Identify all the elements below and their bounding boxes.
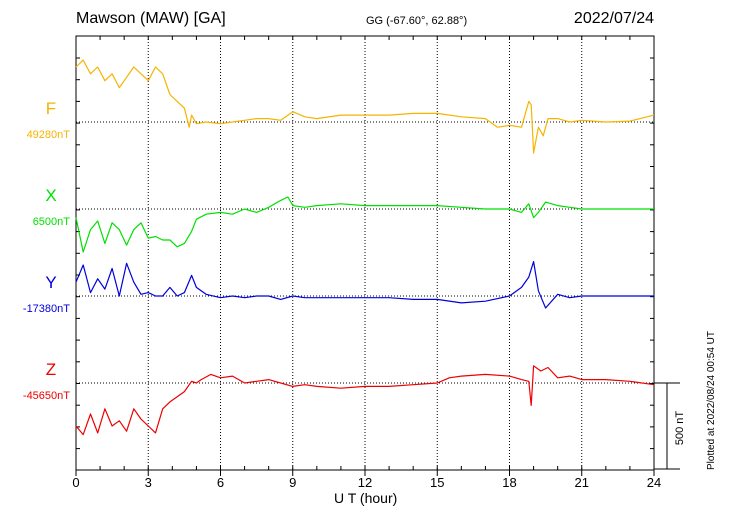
station-title: Mawson (MAW) [GA] [76,10,226,27]
x-tick-label: 3 [145,475,152,490]
plot-date: 2022/07/24 [573,10,654,27]
x-tick-label: 24 [647,475,661,490]
x-tick-label: 21 [575,475,589,490]
series-name-x: X [45,186,56,205]
series-name-f: F [46,99,56,118]
series-line-f [75,59,655,154]
baseline-label-z: -45650nT [23,390,70,402]
series-line-y [75,261,654,309]
x-tick-label: 15 [430,475,444,490]
baseline-label-y: -17380nT [23,303,70,315]
scale-bar-label: 500 nT [674,411,686,446]
series-name-z: Z [46,360,56,379]
series-line-x [75,196,654,253]
x-tick-label: 0 [72,475,79,490]
series-line-z [75,365,655,436]
x-tick-label: 9 [289,475,296,490]
baseline-label-f: 49280nT [27,129,71,141]
station-coordinates: GG (-67.60°, 62.88°) [366,15,468,27]
baseline-label-x: 6500nT [33,216,71,228]
plotted-timestamp: Plotted at 2022/08/24 00:54 UT [706,331,717,470]
x-tick-label: 18 [502,475,516,490]
x-axis-label: U T (hour) [334,490,398,506]
x-tick-label: 12 [358,475,372,490]
x-tick-label: 6 [217,475,224,490]
series-name-y: Y [45,273,56,292]
